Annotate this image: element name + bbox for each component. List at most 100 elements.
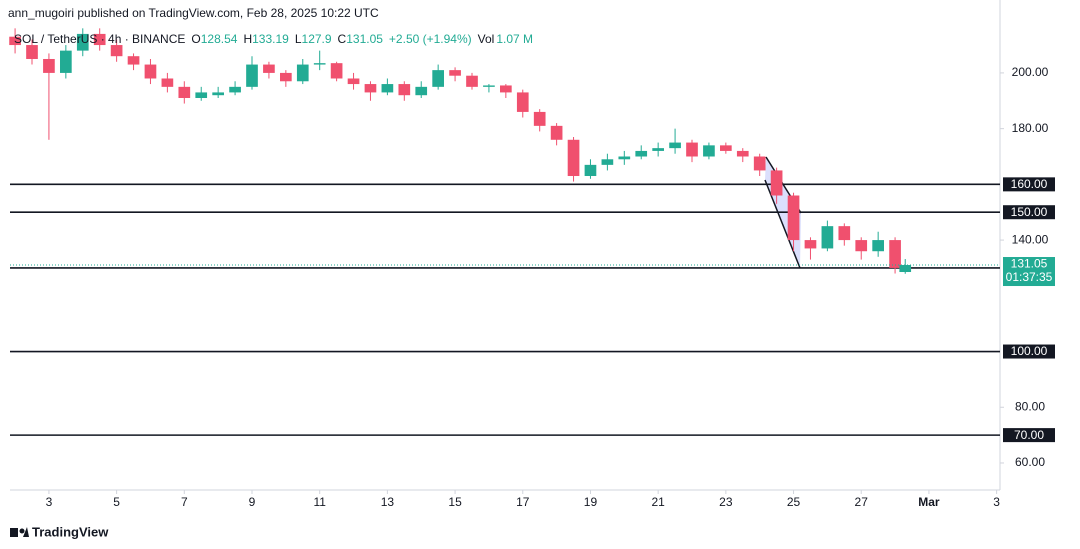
candle-body: [669, 142, 681, 149]
x-tick-label: 11: [313, 495, 326, 509]
candle-body: [899, 265, 912, 273]
x-tick-label: Mar: [918, 495, 940, 509]
candle-body: [787, 195, 800, 241]
candle-body: [533, 111, 546, 126]
candle-body: [618, 156, 631, 160]
candle-body: [449, 70, 461, 76]
current-price-label: 131.05: [1011, 257, 1048, 271]
candle-body: [753, 156, 766, 171]
candle-body: [76, 33, 89, 51]
header: SOL / TetherUS · 4h · BINANCE O128.54 H133…: [14, 32, 533, 46]
candle-body: [703, 145, 715, 157]
level-label-box: [1003, 428, 1055, 443]
candle-body: [821, 226, 834, 249]
x-tick-label: 15: [448, 495, 462, 509]
x-tick-label: 25: [787, 495, 801, 509]
y-tick-label: 140.00: [1012, 232, 1049, 246]
footer-logo: [10, 527, 29, 537]
candle-body: [686, 142, 698, 157]
candle-body: [313, 63, 326, 65]
x-tick-label: 3: [993, 495, 1000, 509]
candle-body: [720, 145, 732, 151]
level-label-box: [1003, 177, 1055, 192]
candle-body: [144, 64, 157, 79]
candle-body: [889, 240, 901, 268]
candle-body: [804, 240, 817, 249]
candle-body: [263, 64, 275, 73]
candle-body: [466, 75, 478, 87]
candle-body: [110, 45, 123, 57]
candle-body: [770, 170, 783, 196]
header-item: SOL / TetherUS · 4h · BINANCE: [14, 32, 185, 46]
header-item: C: [338, 32, 347, 46]
candle-body: [398, 84, 411, 96]
header-item: +2.50 (+1.94%): [389, 32, 472, 46]
candle-body: [652, 148, 664, 151]
x-tick-label: 21: [651, 495, 665, 509]
candle-body: [161, 78, 174, 87]
header-item: 131.05: [346, 32, 383, 46]
level-label: 70.00: [1014, 428, 1044, 442]
header-item: O: [191, 32, 200, 46]
header-item: L: [295, 32, 302, 46]
candle-body: [93, 33, 106, 46]
candle-body: [280, 72, 292, 82]
header-item: H: [243, 32, 252, 46]
x-tick-label: 5: [113, 495, 120, 509]
y-tick-label: 60.00: [1015, 455, 1045, 469]
candle-body: [246, 64, 258, 87]
candle-body: [872, 240, 884, 252]
x-tick-label: 7: [181, 495, 188, 509]
candle-body: [635, 150, 648, 157]
candle-body: [500, 85, 512, 93]
candle-body: [567, 139, 580, 177]
x-tick-label: 17: [516, 495, 530, 509]
footer: TradingView: [32, 524, 109, 539]
candle-body: [26, 45, 38, 59]
header-item: Vol: [478, 32, 495, 46]
candle-body: [584, 164, 597, 177]
candle-body: [178, 86, 191, 98]
header-item: 133.19: [252, 32, 289, 46]
candle-body: [9, 36, 21, 46]
level-label: 100.00: [1011, 344, 1048, 358]
candle-body: [838, 226, 851, 241]
candle-body: [364, 84, 377, 93]
level-label-box: [1003, 344, 1055, 359]
current-price-box: [1003, 257, 1055, 287]
candle-body: [855, 240, 868, 252]
candle-body: [43, 58, 55, 73]
x-tick-label: 27: [855, 495, 869, 509]
candle-body: [127, 56, 140, 65]
candle-body: [381, 84, 394, 93]
candle-body: [432, 70, 444, 87]
plot: [9, 28, 1000, 436]
candle-body: [601, 159, 614, 165]
candle-body: [296, 64, 309, 82]
y-tick-label: 200.00: [1012, 65, 1049, 79]
level-label-box: [1003, 205, 1055, 220]
x-tick-label: 9: [249, 495, 256, 509]
x-tick-label: 3: [46, 495, 53, 509]
candle-body: [229, 86, 241, 93]
countdown: 01:37:35: [1006, 270, 1053, 284]
x-tick-label: 19: [584, 495, 598, 509]
candle-body: [516, 92, 529, 112]
y-tick-label: 80.00: [1015, 399, 1045, 413]
candle-body: [415, 86, 428, 96]
candle-body: [60, 50, 72, 73]
level-label: 160.00: [1011, 177, 1048, 191]
publisher-line: ann_mugoiri published on TradingView.com…: [8, 6, 379, 20]
candle-body: [212, 92, 224, 96]
candle-body: [195, 92, 208, 98]
candle-body: [550, 125, 563, 140]
x-tick-label: 23: [719, 495, 733, 509]
x-tick-label: 13: [381, 495, 395, 509]
candle-body: [347, 78, 360, 85]
header-item: 127.9: [302, 32, 332, 46]
candle-body: [330, 63, 343, 79]
header-item: 1.07 M: [496, 32, 533, 46]
level-label: 150.00: [1011, 205, 1048, 219]
candle-body: [483, 85, 495, 87]
